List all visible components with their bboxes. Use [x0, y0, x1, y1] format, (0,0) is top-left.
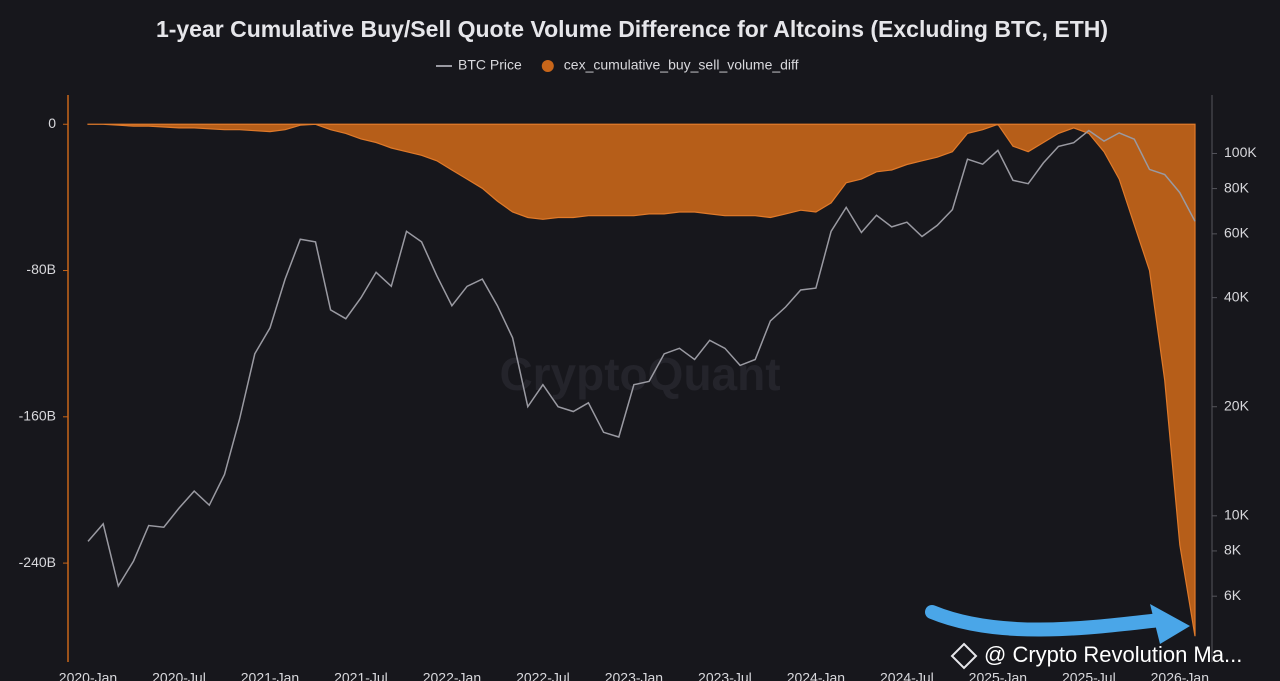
arrow-head — [1150, 604, 1190, 644]
legend-label: cex_cumulative_buy_sell_volume_diff — [564, 57, 799, 73]
overlay-text: @ Crypto Revolution Ma... — [984, 642, 1242, 667]
x-tick-label: 2023-Jan — [605, 670, 663, 681]
y2-tick-label: 100K — [1224, 144, 1257, 160]
volume-diff-area — [87, 123, 1196, 637]
x-tick-label: 2022-Jan — [423, 670, 481, 681]
y-tick-label: -160B — [19, 408, 56, 424]
x-tick-label: 2023-Jul — [698, 670, 752, 681]
y2-tick-label: 10K — [1224, 507, 1250, 523]
y2-tick-label: 60K — [1224, 225, 1250, 241]
arrow — [925, 605, 1167, 637]
overlay-icon — [950, 642, 978, 670]
x-tick-label: 2021-Jul — [334, 670, 388, 681]
x-tick-label: 2026-Jan — [1151, 670, 1209, 681]
legend-label: BTC Price — [458, 57, 522, 73]
x-tick-label: 2020-Jul — [152, 670, 206, 681]
plot-area: 0 -80B -160B -240B 6K 8K 10K 20K 40K 60K 80K 100K 20… — [19, 115, 1258, 681]
x-tick-label: 2024-Jan — [787, 670, 845, 681]
y2-tick-label: 8K — [1224, 542, 1242, 558]
watermark: CryptoQuant — [499, 348, 780, 400]
y2-tick-label: 6K — [1224, 587, 1242, 603]
x-tick-label: 2025-Jul — [1062, 670, 1116, 681]
y-tick-label: 0 — [48, 115, 56, 131]
x-tick-label: 2024-Jul — [880, 670, 934, 681]
x-tick-label: 2020-Jan — [59, 670, 117, 681]
btc-price-line — [87, 129, 1196, 588]
y2-tick-label: 80K — [1224, 179, 1250, 195]
y-tick-label: -80B — [26, 261, 56, 277]
x-tick-label: 2025-Jan — [969, 670, 1027, 681]
legend-swatch — [541, 60, 554, 72]
y2-tick-label: 20K — [1224, 397, 1250, 413]
y2-tick-label: 40K — [1224, 288, 1250, 304]
chart-title: 1-year Cumulative Buy/Sell Quote Volume … — [156, 16, 1108, 42]
legend: BTC Price cex_cumulative_buy_sell_volume_… — [436, 57, 799, 73]
x-tick-label: 2022-Jul — [516, 670, 570, 681]
x-tick-label: 2021-Jan — [241, 670, 299, 681]
y-tick-label: -240B — [19, 554, 56, 570]
